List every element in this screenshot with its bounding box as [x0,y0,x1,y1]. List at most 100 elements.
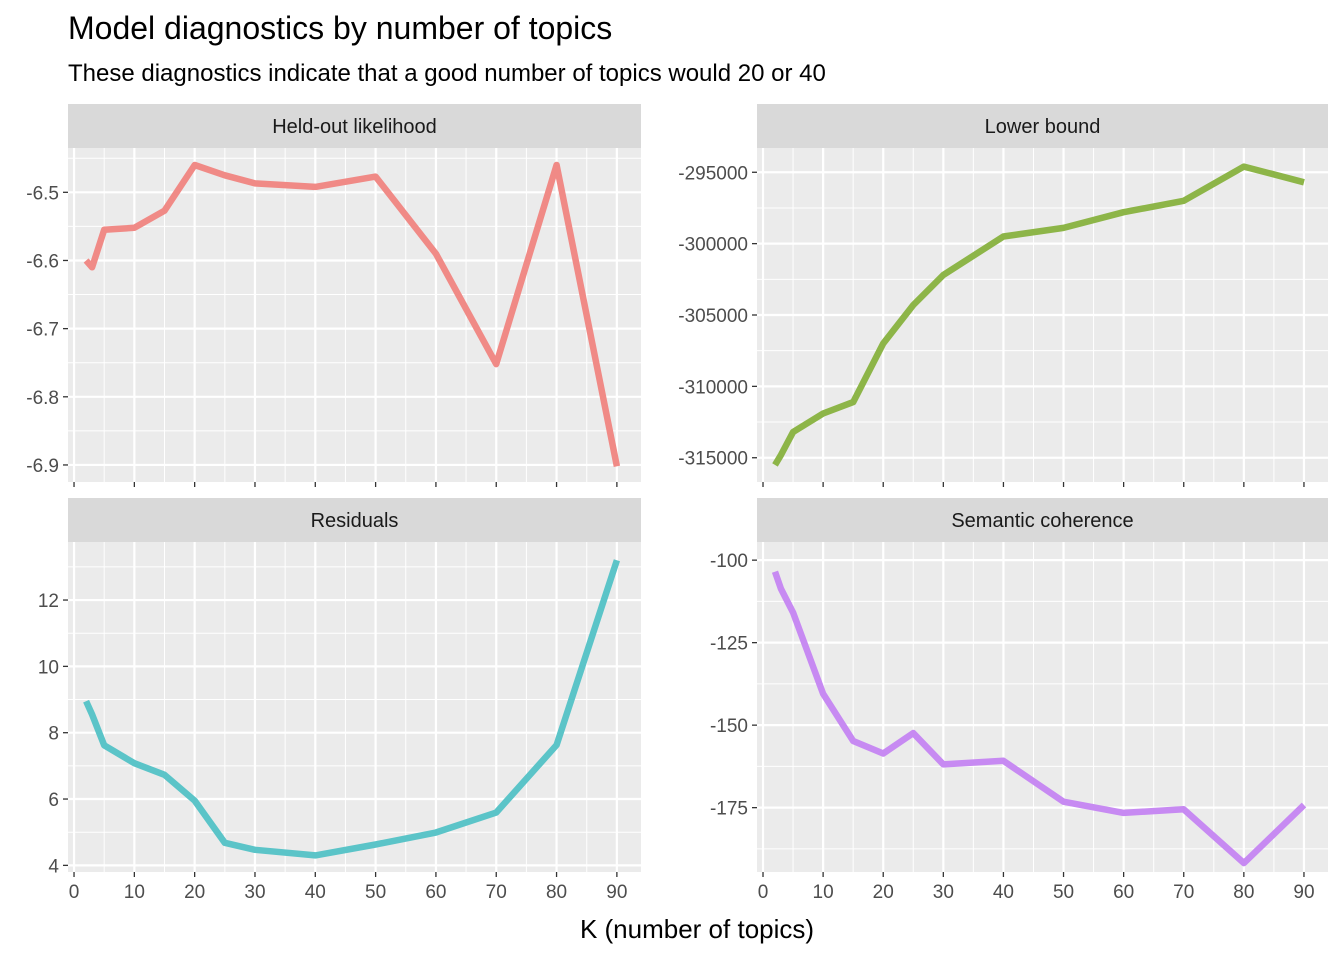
data-point [253,181,257,185]
data-point [1242,861,1246,865]
facet-strip [68,498,641,542]
data-point [851,739,855,743]
x-tick-label: 50 [1053,882,1074,903]
x-tick-label: 40 [993,882,1014,903]
y-tick-label: -6.6 [26,251,59,272]
x-tick-label: 70 [486,882,507,903]
x-tick-label: 70 [1173,882,1194,903]
y-tick-label: -150 [710,716,748,737]
data-point [1001,234,1005,238]
series-line [771,570,1307,867]
data-point [1062,800,1066,804]
x-tick-label: 90 [1293,882,1314,903]
data-point [555,163,559,167]
data-point [90,712,94,716]
data-point [779,587,783,591]
y-tick-label: -300000 [678,235,748,256]
data-point [1242,165,1246,169]
x-tick-label: 20 [873,882,894,903]
facet-panel: Held-out likelihood -6.5 -6.6 -6.7 -6.8 -6.9 [26,104,641,487]
x-axis-label: K (number of topics) [579,914,815,944]
data-point [881,752,885,756]
x-tick-label: 80 [1233,882,1254,903]
data-point [779,453,783,457]
panel-background [68,542,641,872]
data-point [791,611,795,615]
data-point [163,209,167,213]
y-tick-label: -305000 [678,306,748,327]
facet-strip [68,104,641,148]
facet-strip-label: Semantic coherence [951,510,1133,532]
facet-panel: Residuals 4 6 8 10 12 0 10 20 30 40 50 60 70 80 90 [38,498,641,903]
x-tick-label: 60 [1113,882,1134,903]
facet-strip [757,104,1328,148]
data-point [1122,811,1126,815]
y-tick-label: -100 [710,551,748,572]
data-point [374,175,378,179]
x-tick-label: 40 [305,882,326,903]
data-point [494,362,498,366]
x-tick-label: 0 [69,882,80,903]
y-tick-label: 4 [48,856,59,877]
data-point [163,773,167,777]
data-point [434,831,438,835]
data-point [434,252,438,256]
data-point [773,570,777,574]
facet-panel: Semantic coherence -100 -125 -150 -175 0 10 20 3… [710,498,1328,903]
data-point [132,226,136,230]
data-point [555,743,559,747]
data-point [1122,210,1126,214]
data-point [911,303,915,307]
panel-background [68,148,641,482]
data-point [102,228,106,232]
y-tick-label: 8 [48,724,59,745]
y-tick-label: -125 [710,634,748,655]
chart-subtitle: These diagnostics indicate that a good n… [68,60,826,87]
data-point [615,558,619,562]
x-tick-label: 80 [546,882,567,903]
data-point [941,273,945,277]
facet-strip [757,498,1328,542]
data-point [941,762,945,766]
y-tick-label: 12 [38,591,59,612]
x-tick-label: 60 [425,882,446,903]
data-point [1182,199,1186,203]
y-tick-label: -6.7 [26,320,59,341]
data-point [773,463,777,467]
x-tick-label: 30 [244,882,265,903]
y-tick-label: -315000 [678,449,748,470]
data-point [90,265,94,269]
data-point [313,853,317,857]
data-point [1302,180,1306,184]
y-tick-label: -295000 [678,163,748,184]
data-point [494,811,498,815]
data-point [193,799,197,803]
data-point [791,430,795,434]
data-point [911,731,915,735]
data-point [313,185,317,189]
y-tick-label: 10 [38,657,59,678]
x-tick-label: 90 [606,882,627,903]
data-point [851,400,855,404]
data-point [615,464,619,468]
x-tick-label: 10 [124,882,145,903]
facet-strip-label: Lower bound [985,116,1101,138]
y-tick-label: 6 [48,790,59,811]
data-point [374,842,378,846]
data-point [102,743,106,747]
data-point [1182,807,1186,811]
y-tick-label: -175 [710,799,748,820]
facet-panel: Lower bound -295000 -300000 -305000 -310000 -… [678,104,1328,487]
y-tick-label: -6.9 [26,456,59,477]
x-tick-label: 0 [758,882,769,903]
data-point [821,692,825,696]
data-point [132,761,136,765]
y-tick-label: -6.8 [26,388,59,409]
y-tick-label: -6.5 [26,183,59,204]
series-line [83,161,621,467]
x-tick-label: 30 [933,882,954,903]
x-tick-label: 10 [813,882,834,903]
y-tick-label: -310000 [678,377,748,398]
data-point [84,699,88,703]
